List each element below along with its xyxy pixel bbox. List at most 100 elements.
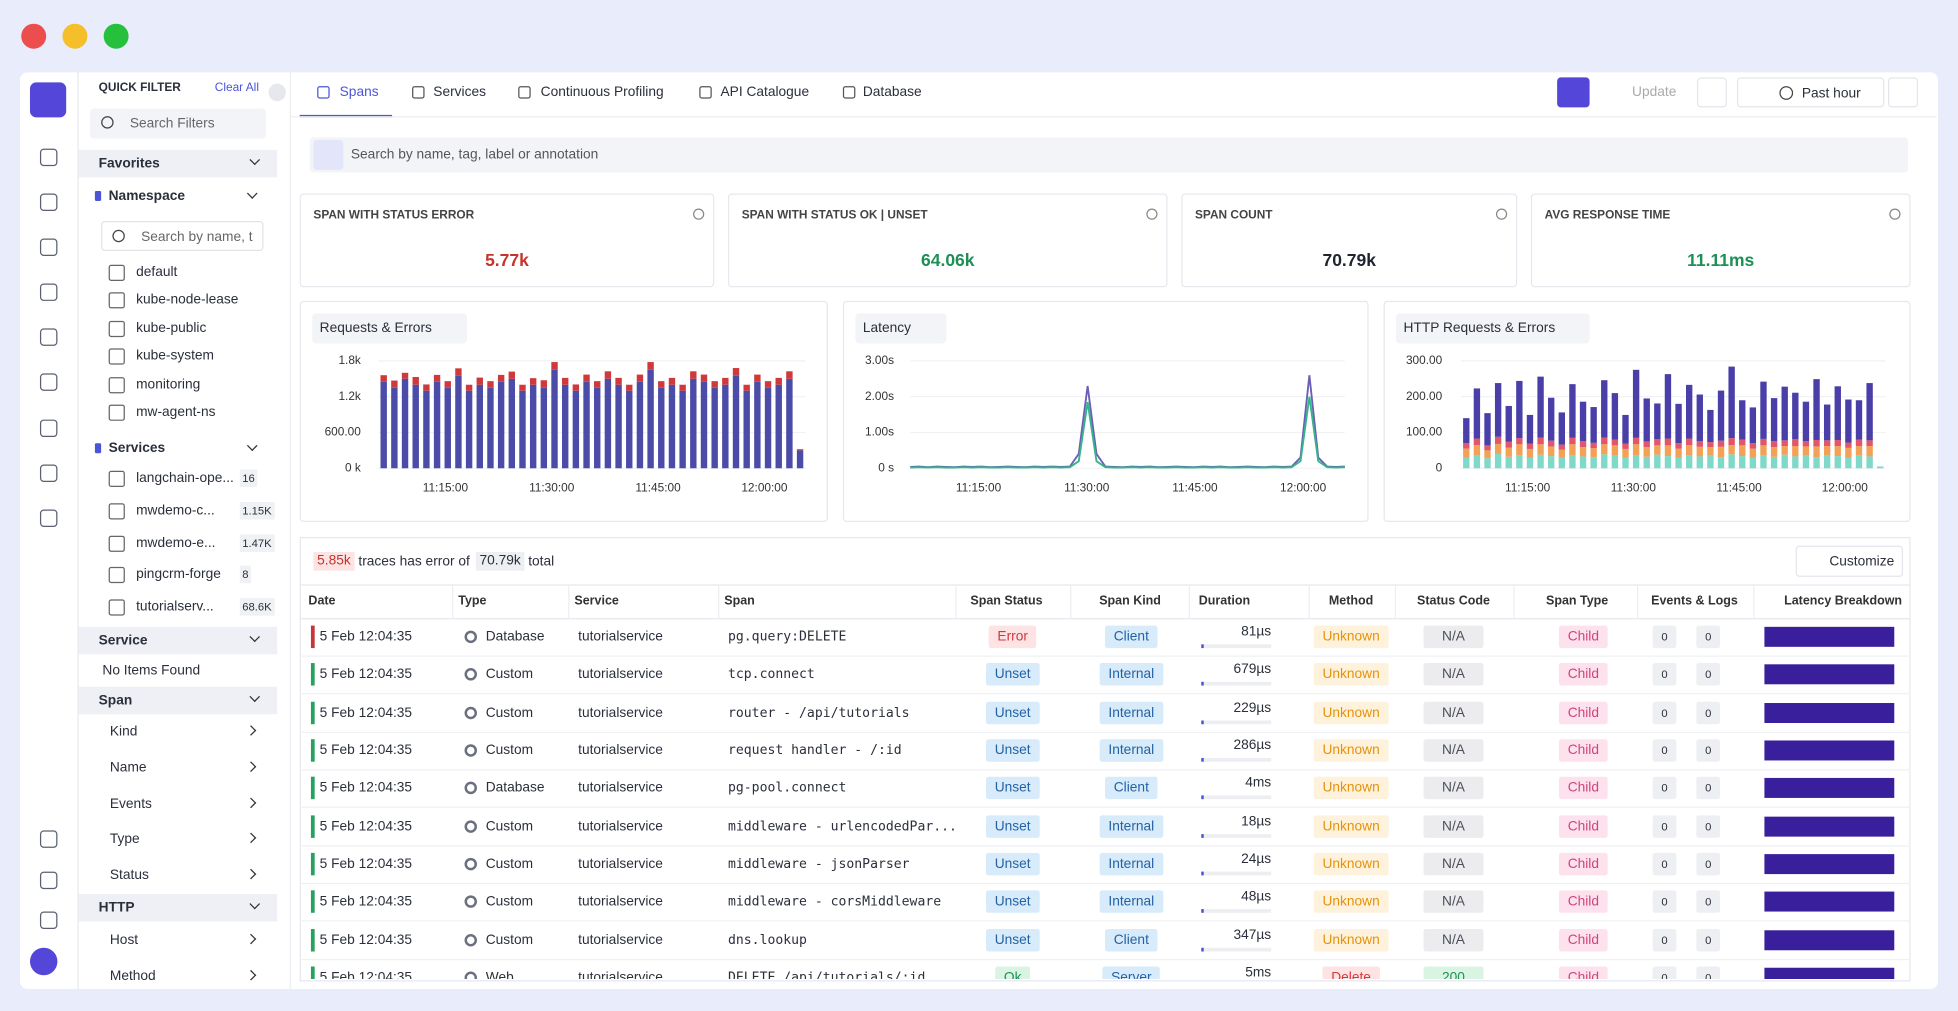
service[interactable]: tutorialservice <box>578 856 663 872</box>
filter-item[interactable]: Type <box>109 832 140 848</box>
section-header[interactable]: Service <box>78 626 278 655</box>
span-name[interactable]: dns.lookup <box>727 932 807 948</box>
checkbox[interactable] <box>108 292 125 309</box>
filter-item[interactable]: Method <box>109 968 156 984</box>
time-range[interactable]: Past hour <box>1736 77 1885 108</box>
nav-icon[interactable] <box>39 871 58 890</box>
nav-icon[interactable] <box>39 193 58 212</box>
span-name[interactable]: middleware - urlencodedPar... <box>727 818 957 834</box>
service[interactable]: tutorialservice <box>578 629 663 645</box>
span-name[interactable]: request handler - /:id <box>727 743 902 759</box>
service[interactable]: tutorialservice <box>578 743 663 759</box>
nav-icon[interactable] <box>39 373 58 391</box>
service[interactable]: tutorialservice <box>578 667 663 683</box>
section-header[interactable]: HTTP <box>78 894 278 922</box>
nav-icon[interactable] <box>39 911 58 930</box>
service-item[interactable]: mwdemo-c... <box>136 502 215 518</box>
checkbox[interactable] <box>108 535 125 552</box>
checkbox[interactable] <box>108 320 125 337</box>
chart-selector[interactable]: Latency <box>855 313 946 344</box>
filter-item[interactable]: Host <box>109 932 139 948</box>
namespace-item[interactable]: mw-agent-ns <box>136 404 216 420</box>
nav-icon[interactable] <box>39 283 58 301</box>
nav-icon[interactable] <box>39 328 58 346</box>
checkbox[interactable] <box>108 376 125 393</box>
update-button[interactable]: Update <box>1632 84 1677 100</box>
chart-selector[interactable]: HTTP Requests & Errors <box>1396 313 1591 344</box>
nav-icon[interactable] <box>39 830 58 848</box>
namespace-item[interactable]: monitoring <box>136 376 201 392</box>
tab[interactable]: Database <box>862 84 922 100</box>
span-name[interactable]: router - /api/tutorials <box>727 705 910 721</box>
window-dot[interactable] <box>103 23 129 49</box>
checkbox[interactable] <box>108 404 125 421</box>
filter-search[interactable]: Search Filters <box>89 108 266 139</box>
tab[interactable]: API Catalogue <box>720 84 810 100</box>
filter-item[interactable]: Name <box>109 760 147 776</box>
namespace-item[interactable]: kube-public <box>136 320 207 336</box>
column-header[interactable]: Method <box>1328 594 1374 609</box>
column-header[interactable]: Type <box>458 594 487 609</box>
service-item[interactable]: pingcrm-forge <box>136 567 221 583</box>
forward-button[interactable] <box>1888 77 1919 108</box>
column-header[interactable]: Span Status <box>970 594 1043 609</box>
clear-all[interactable]: Clear All <box>214 81 259 95</box>
service-item[interactable]: mwdemo-e... <box>136 535 216 551</box>
column-header[interactable]: Span <box>724 594 755 609</box>
service[interactable]: tutorialservice <box>578 705 663 721</box>
column-header[interactable]: Date <box>308 594 336 609</box>
column-header[interactable]: Events & Logs <box>1651 594 1738 609</box>
service[interactable]: tutorialservice <box>578 932 663 948</box>
checkbox[interactable] <box>108 264 125 281</box>
logo[interactable] <box>29 82 67 118</box>
checkbox[interactable] <box>108 470 125 487</box>
search-bar[interactable]: Search by name, tag, label or annotation <box>309 137 1909 173</box>
nav-icon[interactable] <box>39 509 58 527</box>
namespace-item[interactable]: kube-system <box>136 348 214 364</box>
service[interactable]: tutorialservice <box>578 780 663 796</box>
service[interactable]: tutorialservice <box>578 818 663 834</box>
span-name[interactable]: pg.query:DELETE <box>727 629 847 645</box>
namespace-item[interactable]: kube-node-lease <box>136 292 239 308</box>
filter-item[interactable]: Events <box>109 796 152 812</box>
column-header[interactable]: Span Kind <box>1099 594 1161 609</box>
filter-item[interactable]: Status <box>109 868 149 884</box>
group-title[interactable]: Namespace <box>108 188 186 204</box>
span-name[interactable]: pg-pool.connect <box>727 780 847 796</box>
checkbox[interactable] <box>108 599 125 616</box>
nav-icon[interactable] <box>39 148 58 167</box>
service[interactable]: tutorialservice <box>578 970 663 979</box>
column-header[interactable]: Span Type <box>1545 594 1609 609</box>
span-name[interactable]: middleware - jsonParser <box>727 856 910 872</box>
span-name[interactable]: tcp.connect <box>727 667 815 683</box>
checkbox[interactable] <box>108 567 125 584</box>
tab[interactable]: Continuous Profiling <box>540 84 664 100</box>
column-header[interactable]: Duration <box>1198 594 1251 609</box>
span-name[interactable]: DELETE /api/tutorials/:id <box>727 970 926 979</box>
checkbox[interactable] <box>108 502 125 520</box>
customize-button[interactable]: Customize <box>1795 545 1904 577</box>
span-name[interactable]: middleware - corsMiddleware <box>727 894 942 910</box>
nav-icon[interactable] <box>39 238 58 256</box>
nav-icon[interactable] <box>39 464 58 482</box>
section-header[interactable]: Favorites <box>78 149 278 178</box>
window-dot[interactable] <box>62 23 88 49</box>
avatar[interactable] <box>29 947 58 976</box>
column-header[interactable]: Latency Breakdown <box>1784 594 1903 609</box>
service-item[interactable]: langchain-ope... <box>136 470 234 486</box>
tab[interactable]: Services <box>433 84 486 100</box>
pause-button[interactable] <box>1557 77 1590 108</box>
service-item[interactable]: tutorialserv... <box>136 599 214 615</box>
chart-selector[interactable]: Requests & Errors <box>312 313 467 344</box>
filter-item[interactable]: Kind <box>109 724 138 740</box>
tab[interactable]: Spans <box>339 84 379 100</box>
copy-button[interactable] <box>1696 77 1727 108</box>
column-header[interactable]: Status Code <box>1417 594 1490 609</box>
column-header[interactable]: Service <box>574 594 619 609</box>
section-header[interactable]: Span <box>78 686 278 715</box>
nav-icon[interactable] <box>39 419 58 438</box>
namespace-search[interactable]: Search by name, t <box>101 221 264 251</box>
group-title[interactable]: Services <box>108 440 166 456</box>
namespace-item[interactable]: default <box>136 264 178 280</box>
service[interactable]: tutorialservice <box>578 894 663 910</box>
